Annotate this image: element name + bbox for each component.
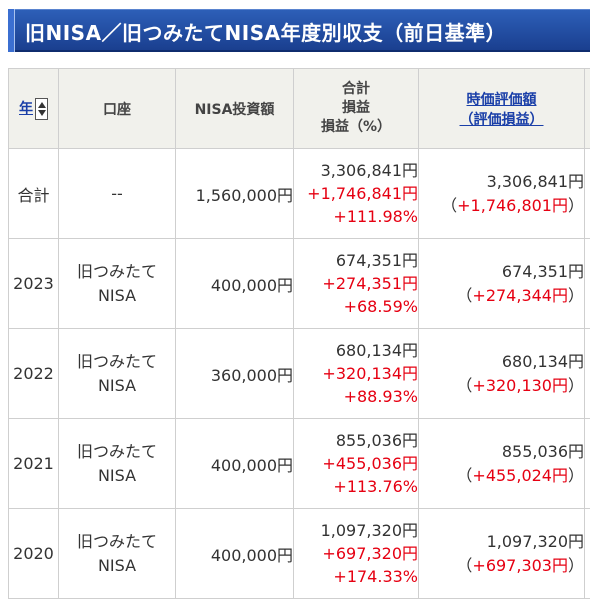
row-account-line2: NISA <box>97 465 137 485</box>
row-gain-pct: +88.93% <box>343 387 418 406</box>
row-total-gain: 1,097,320円 +697,320円 +174.33% <box>293 508 419 599</box>
paren-open: （ <box>441 195 458 215</box>
row-eval-gain: +455,024円 <box>472 465 568 485</box>
row-account-line1: -- <box>111 183 123 203</box>
row-eval: 855,036円 （+455,024円） <box>418 418 585 509</box>
table-row: 合計 -- 1,560,000円 3,306,841円 +1,746,841円 … <box>8 148 590 239</box>
column-header-account: 口座 <box>58 68 176 149</box>
paren-close: ） <box>567 555 584 575</box>
row-eval: 1,097,320円 （+697,303円） <box>418 508 585 599</box>
row-year: 2023 <box>8 238 59 329</box>
row-eval-gain: +697,303円 <box>472 555 568 575</box>
row-year: 合計 <box>8 148 59 239</box>
table-header-row: 年 口座 NISA投資額 合計 損益 損益（%） 時価評価額 （評価損益） <box>8 68 590 149</box>
column-header-total: 合計 損益 損益（%） <box>293 68 419 149</box>
row-eval: 3,306,841円 （+1,746,801円） <box>418 148 585 239</box>
row-account-line1: 旧つみたて <box>76 531 157 551</box>
row-total-gain: 3,306,841円 +1,746,841円 +111.98% <box>293 148 419 239</box>
header-gain-pct-label: 損益（%） <box>320 119 392 135</box>
row-account-line2: NISA <box>97 375 137 395</box>
row-extra-cell <box>584 148 590 239</box>
row-account: 旧つみたて NISA <box>58 508 176 599</box>
nisa-yearly-table: 年 口座 NISA投資額 合計 損益 損益（%） 時価評価額 （評価損益） 合計… <box>8 68 590 599</box>
row-extra-cell <box>584 418 590 509</box>
table-row: 2022 旧つみたて NISA 360,000円 680,134円 +320,1… <box>8 328 590 419</box>
row-total-gain: 680,134円 +320,134円 +88.93% <box>293 328 419 419</box>
row-investment: 400,000円 <box>175 238 294 329</box>
row-total: 855,036円 <box>335 431 418 450</box>
header-accent-bar <box>8 9 15 52</box>
row-eval: 680,134円 （+320,130円） <box>418 328 585 419</box>
row-gain: +274,351円 <box>322 274 418 293</box>
paren-open: （ <box>456 285 473 305</box>
row-eval-gain: +1,746,801円 <box>457 195 568 215</box>
table-row: 2020 旧つみたて NISA 400,000円 1,097,320円 +697… <box>8 508 590 599</box>
column-header-investment: NISA投資額 <box>175 68 294 149</box>
row-total-gain: 855,036円 +455,036円 +113.76% <box>293 418 419 509</box>
row-eval: 674,351円 （+274,344円） <box>418 238 585 329</box>
row-extra-cell <box>584 328 590 419</box>
row-eval-value: 3,306,841円 <box>486 171 584 191</box>
sort-by-year-link[interactable]: 年 <box>19 100 33 117</box>
row-year: 2022 <box>8 328 59 419</box>
row-total: 680,134円 <box>335 341 418 360</box>
row-gain: +455,036円 <box>322 454 418 473</box>
paren-close: ） <box>567 195 584 215</box>
sort-by-eval-link[interactable]: 時価評価額 <box>466 91 537 108</box>
section-header <box>8 9 590 52</box>
paren-open: （ <box>456 555 473 575</box>
row-eval-value: 1,097,320円 <box>486 531 584 551</box>
row-account-line1: 旧つみたて <box>76 441 157 461</box>
row-gain-pct: +111.98% <box>333 207 418 226</box>
row-gain-pct: +113.76% <box>333 477 418 496</box>
row-account: -- <box>58 148 176 239</box>
row-eval-value: 855,036円 <box>501 441 584 461</box>
row-total: 674,351円 <box>335 251 418 270</box>
row-eval-gain: +320,130円 <box>472 375 568 395</box>
header-gain-label: 損益 <box>342 100 370 116</box>
row-total: 1,097,320円 <box>320 521 418 540</box>
column-header-eval: 時価評価額 （評価損益） <box>418 68 585 149</box>
row-eval-value: 680,134円 <box>501 351 584 371</box>
row-investment: 400,000円 <box>175 508 294 599</box>
row-gain: +697,320円 <box>322 544 418 563</box>
row-account: 旧つみたて NISA <box>58 418 176 509</box>
row-gain: +320,134円 <box>322 364 418 383</box>
row-gain-pct: +174.33% <box>333 567 418 586</box>
column-header-year: 年 <box>8 68 59 149</box>
table-row: 2023 旧つみたて NISA 400,000円 674,351円 +274,3… <box>8 238 590 329</box>
row-gain-pct: +68.59% <box>343 297 418 316</box>
paren-open: （ <box>456 375 473 395</box>
row-account-line1: 旧つみたて <box>76 351 157 371</box>
row-year: 2020 <box>8 508 59 599</box>
row-extra-cell <box>584 508 590 599</box>
row-gain: +1,746,841円 <box>307 184 418 203</box>
row-total-gain: 674,351円 +274,351円 +68.59% <box>293 238 419 329</box>
row-total: 3,306,841円 <box>320 161 418 180</box>
row-account-line2: NISA <box>97 285 137 305</box>
paren-close: ） <box>567 285 584 305</box>
paren-close: ） <box>567 375 584 395</box>
column-header-extra <box>584 68 590 149</box>
row-year: 2021 <box>8 418 59 509</box>
row-account: 旧つみたて NISA <box>58 238 176 329</box>
row-account-line2: NISA <box>97 555 137 575</box>
row-extra-cell <box>584 238 590 329</box>
page-title: 旧NISA／旧つみたてNISA年度別収支（前日基準） <box>25 21 507 45</box>
row-eval-gain: +274,344円 <box>472 285 568 305</box>
row-investment: 1,560,000円 <box>175 148 294 239</box>
row-investment: 400,000円 <box>175 418 294 509</box>
row-account-line1: 旧つみたて <box>76 261 157 281</box>
sort-by-eval-gain-link[interactable]: （評価損益） <box>459 111 544 128</box>
sort-updown-icon[interactable] <box>35 97 48 120</box>
row-eval-value: 674,351円 <box>501 261 584 281</box>
row-account: 旧つみたて NISA <box>58 328 176 419</box>
header-total-label: 合計 <box>342 81 370 97</box>
row-investment: 360,000円 <box>175 328 294 419</box>
paren-open: （ <box>456 465 473 485</box>
paren-close: ） <box>567 465 584 485</box>
table-row: 2021 旧つみたて NISA 400,000円 855,036円 +455,0… <box>8 418 590 509</box>
